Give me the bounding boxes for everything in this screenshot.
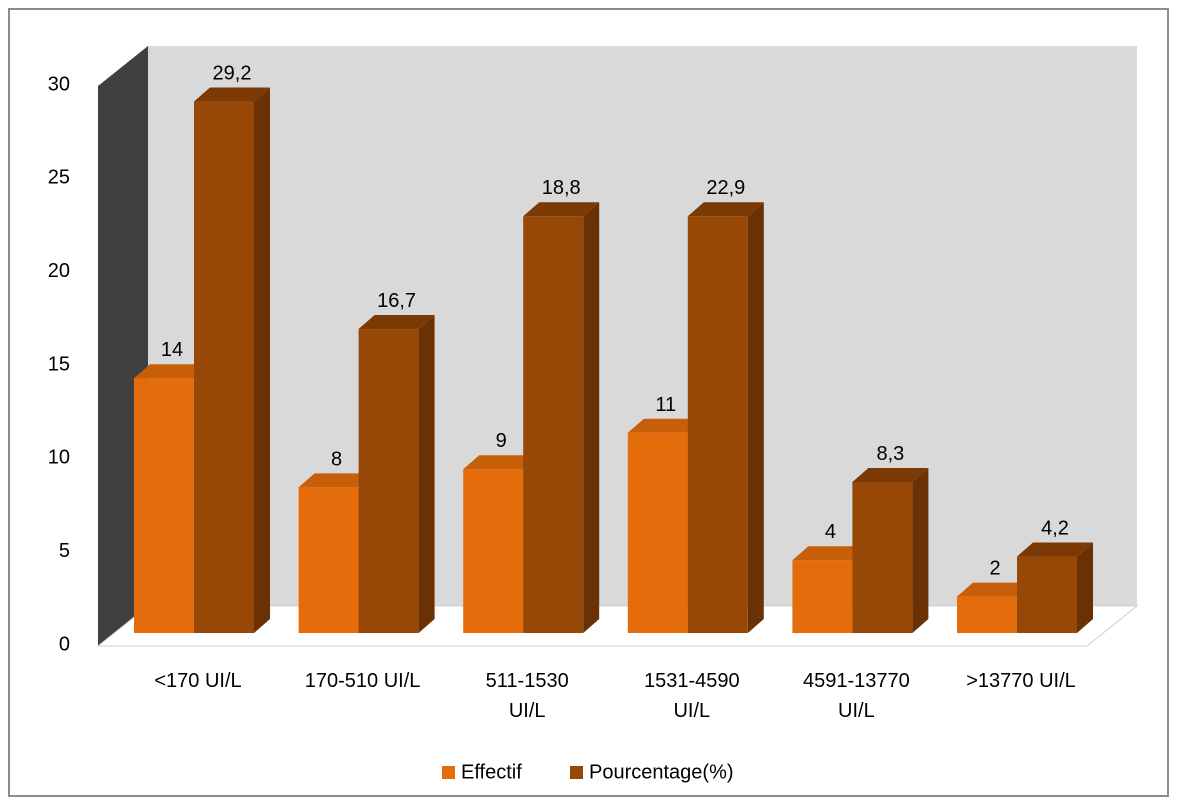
bar-top xyxy=(358,315,435,330)
data-label: 9 xyxy=(496,430,507,452)
chart-frame: 0 5 10 15 20 25 30 14 29,2 <170 UI/L 8 16,7 170-510 … xyxy=(8,8,1169,797)
data-label: 18,8 xyxy=(542,177,581,199)
bar xyxy=(687,216,748,633)
bar-top xyxy=(194,87,270,102)
bar xyxy=(627,432,688,633)
x-tick-label: <170 UI/L xyxy=(154,670,241,692)
bar xyxy=(358,329,419,633)
bar-top xyxy=(687,202,764,217)
bar-top xyxy=(792,546,869,561)
bar-top xyxy=(1017,542,1093,557)
bar-side xyxy=(747,202,764,633)
legend-label: Effectif xyxy=(461,761,522,783)
data-label: 8 xyxy=(331,448,342,470)
data-label: 22,9 xyxy=(706,177,745,199)
bar-side xyxy=(254,87,270,633)
x-tick-label: 1531-4590 xyxy=(644,670,740,692)
bar xyxy=(852,481,913,633)
y-tick-label: 5 xyxy=(59,540,70,562)
bar-side xyxy=(583,202,600,633)
y-tick-label: 25 xyxy=(48,167,70,189)
bar-top xyxy=(523,202,600,217)
data-label: 4 xyxy=(825,521,836,543)
y-tick-label: 10 xyxy=(48,447,70,469)
bar-top xyxy=(627,418,704,433)
data-label: 16,7 xyxy=(377,290,416,312)
x-tick-label: UI/L xyxy=(509,700,546,722)
x-tick-label: >13770 UI/L xyxy=(966,670,1076,692)
bar-top xyxy=(298,473,375,488)
x-tick-label: UI/L xyxy=(673,700,710,722)
data-label: 4,2 xyxy=(1041,518,1069,540)
x-tick-label: UI/L xyxy=(838,700,875,722)
bar xyxy=(463,469,524,633)
chart-svg: 0 5 10 15 20 25 30 14 29,2 <170 UI/L 8 16,7 170-510 … xyxy=(48,46,1139,783)
bar-top xyxy=(852,467,929,482)
legend-swatch xyxy=(442,766,455,779)
data-label: 2 xyxy=(989,558,1000,580)
bar-top xyxy=(957,582,1033,597)
bar xyxy=(1017,556,1077,633)
bar-side xyxy=(418,315,435,633)
bar xyxy=(134,378,194,633)
bar xyxy=(792,560,853,633)
x-tick-label: 4591-13770 xyxy=(803,670,910,692)
bar xyxy=(957,596,1017,633)
data-label: 14 xyxy=(161,339,183,361)
data-label: 11 xyxy=(655,394,676,416)
y-tick-label: 30 xyxy=(48,73,70,95)
data-label: 8,3 xyxy=(876,443,904,465)
legend-swatch xyxy=(570,766,583,779)
bar xyxy=(298,487,359,633)
data-label: 29,2 xyxy=(213,63,252,85)
y-tick-label: 15 xyxy=(48,353,70,375)
bar-top xyxy=(134,364,210,379)
bar xyxy=(523,216,584,633)
bar xyxy=(194,101,254,633)
x-tick-label: 511-1530 xyxy=(486,670,569,692)
bar-top xyxy=(463,455,540,470)
legend-label: Pourcentage(%) xyxy=(589,761,734,783)
x-tick-label: 170-510 UI/L xyxy=(305,670,421,692)
bar-side xyxy=(912,467,929,633)
y-tick-label: 0 xyxy=(59,633,70,655)
y-tick-label: 20 xyxy=(48,260,70,282)
bar-side xyxy=(1077,542,1093,633)
